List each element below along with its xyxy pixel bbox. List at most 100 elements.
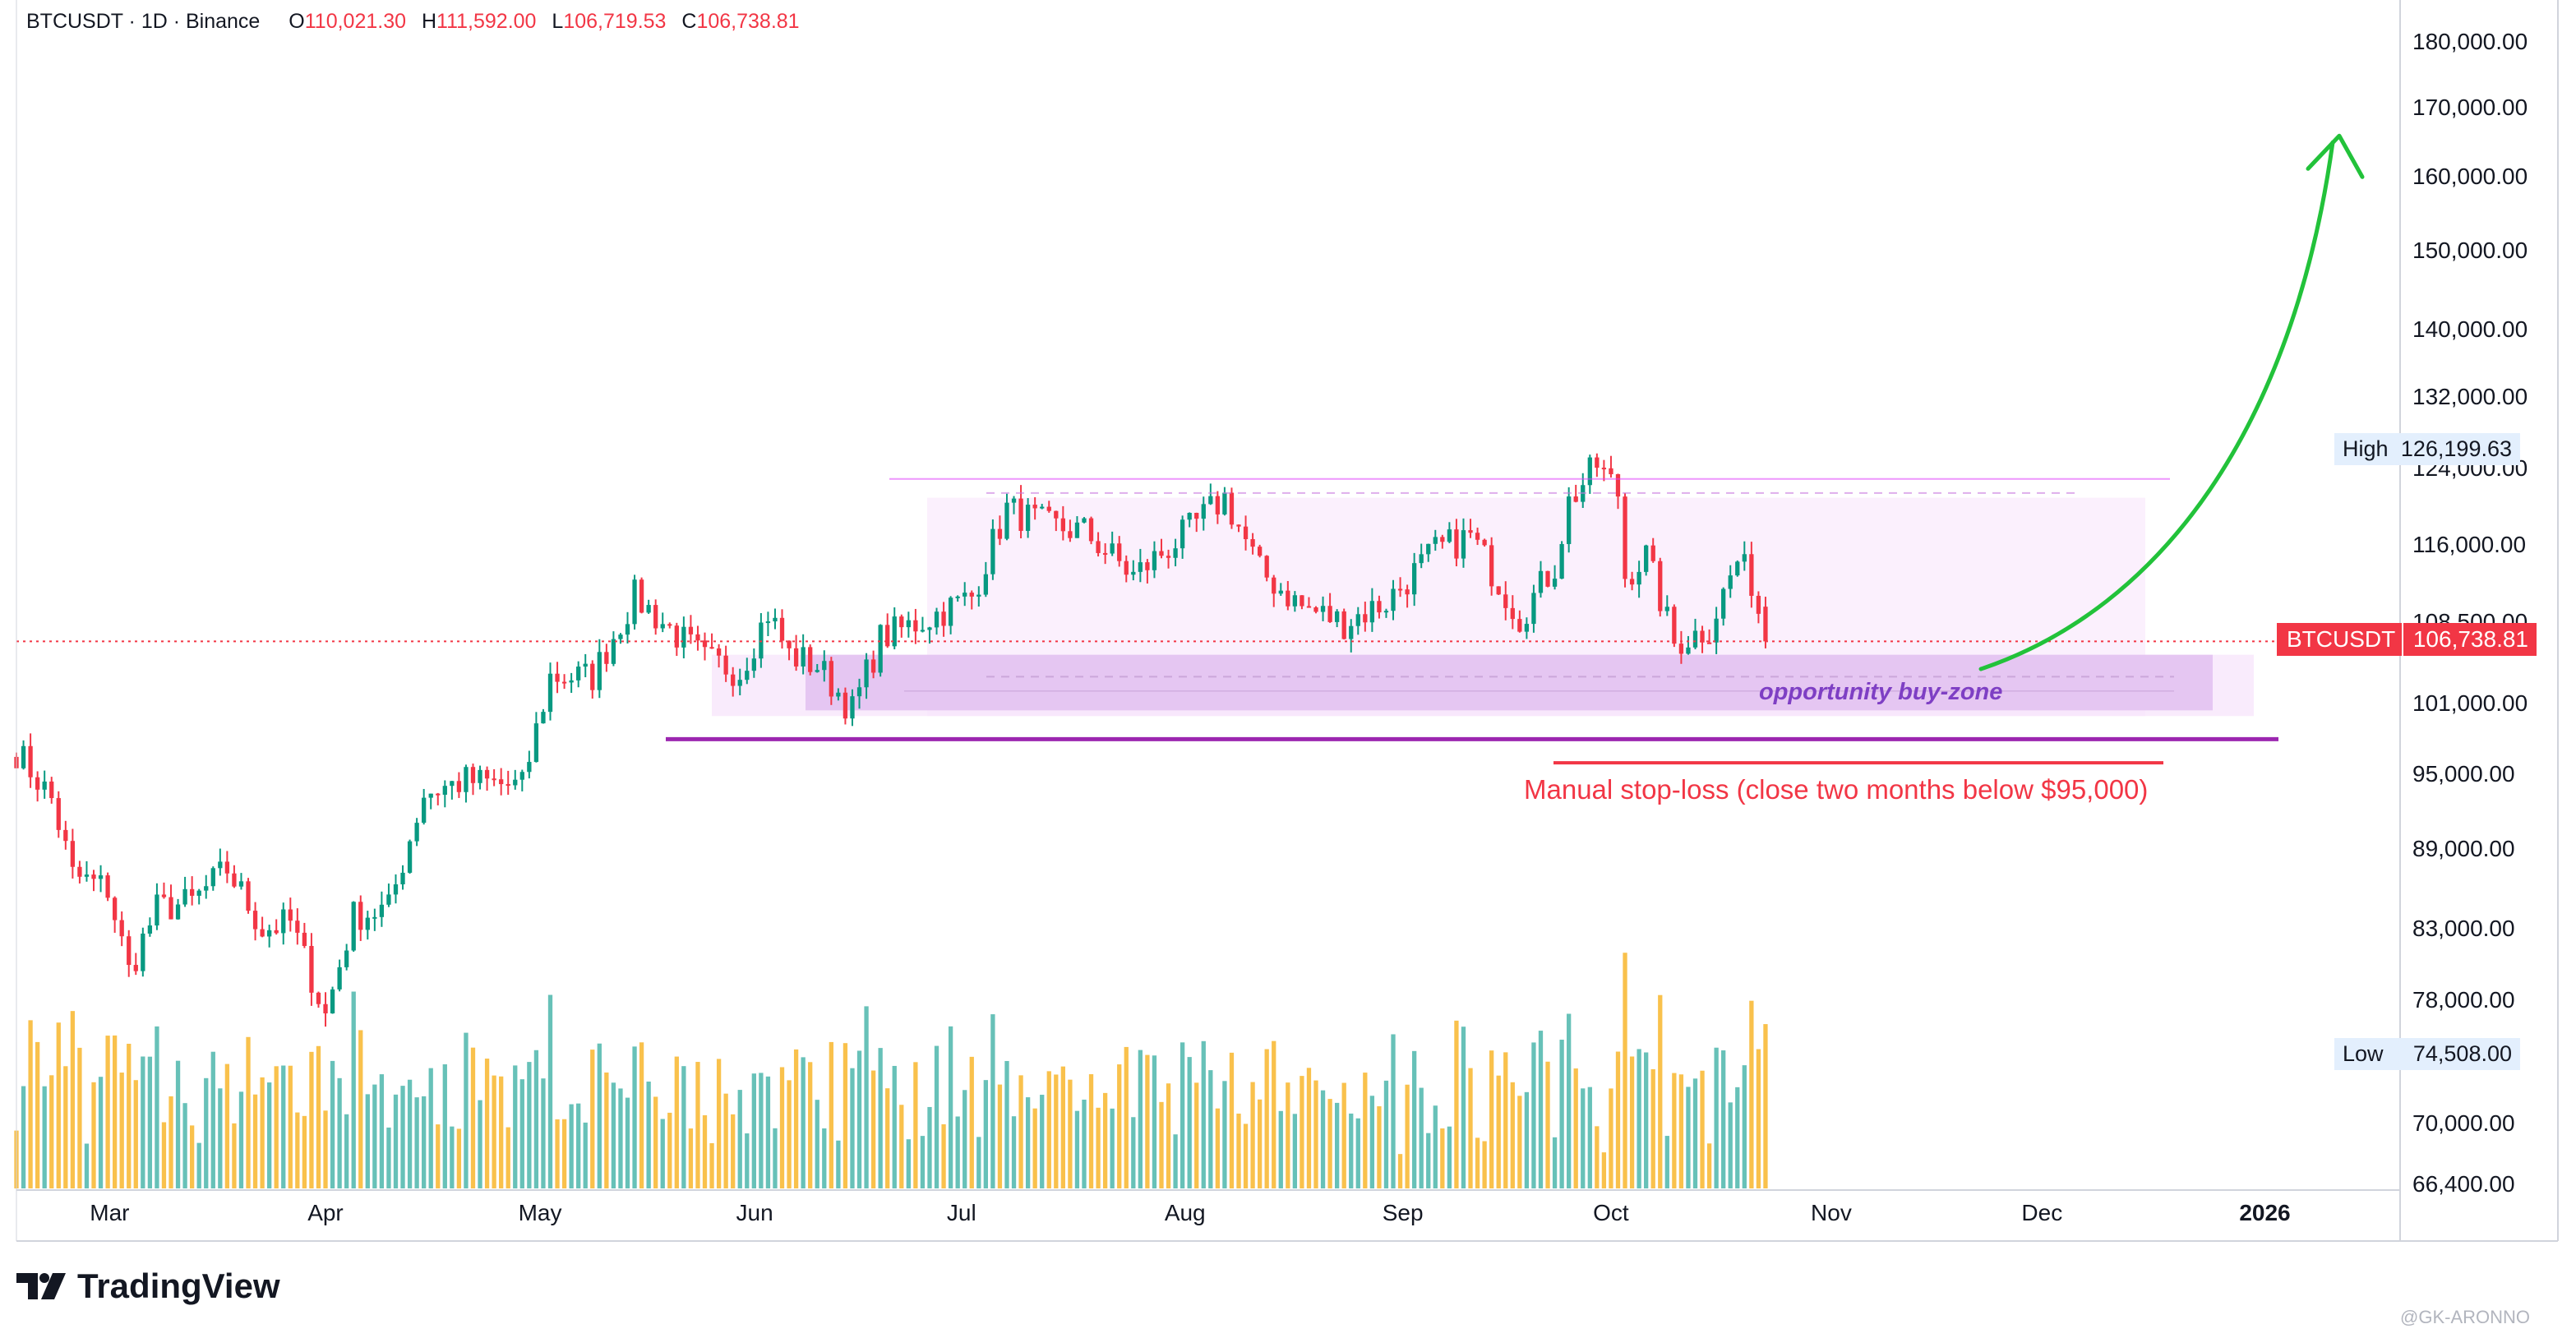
volume-bar — [1208, 1070, 1213, 1188]
candle-body — [288, 909, 293, 921]
candle-body — [1721, 588, 1726, 619]
candle-body — [1412, 563, 1417, 595]
volume-bar — [1040, 1095, 1045, 1188]
candle-body — [119, 920, 124, 937]
volume-bar — [175, 1060, 181, 1188]
candle-body — [1152, 551, 1157, 570]
volume-bar — [779, 1067, 785, 1188]
candle-body — [963, 593, 967, 597]
volume-bar — [91, 1082, 96, 1188]
volume-bar — [815, 1100, 819, 1188]
candle-body — [379, 904, 385, 917]
candle-body — [232, 873, 237, 887]
x-tick-label: Mar — [90, 1200, 130, 1225]
candle-body — [1552, 579, 1558, 587]
candle-body — [330, 989, 335, 1014]
volume-bar — [1004, 1060, 1009, 1188]
candle-body — [1110, 543, 1115, 554]
volume-bar — [105, 1036, 110, 1188]
volume-bar — [1482, 1141, 1487, 1188]
candle-body — [850, 696, 855, 719]
volume-bar — [1447, 1126, 1452, 1188]
volume-bar — [1552, 1137, 1558, 1188]
candle-body — [1046, 506, 1051, 511]
candle-body — [1334, 611, 1340, 622]
candle-body — [681, 626, 686, 648]
volume-bar — [1567, 1013, 1572, 1188]
volume-bar — [1187, 1057, 1192, 1188]
volume-bar — [976, 1137, 981, 1188]
volume-bar — [695, 1062, 700, 1188]
candle-body — [1637, 571, 1641, 585]
volume-bar — [1629, 1056, 1635, 1188]
candle-body — [1208, 496, 1213, 505]
candle-body — [1419, 554, 1424, 564]
candle-body — [1363, 614, 1368, 623]
volume-bar — [927, 1106, 932, 1188]
candle-body — [1559, 543, 1564, 579]
projection-arrowhead — [2306, 133, 2365, 179]
volume-bar — [1327, 1099, 1332, 1188]
volume-bar — [70, 1011, 76, 1188]
candle-body — [533, 723, 539, 763]
candle-body — [660, 624, 665, 629]
author-watermark: @GK-ARONNO — [2400, 1307, 2531, 1327]
candle-body — [1678, 644, 1684, 654]
volume-bar — [1581, 1088, 1586, 1188]
candle-body — [344, 950, 349, 967]
volume-bar — [653, 1096, 658, 1188]
volume-bar — [878, 1048, 883, 1188]
volume-bar — [316, 1045, 321, 1188]
candle-body — [899, 616, 904, 628]
volume-bar — [885, 1088, 890, 1188]
volume-bar — [169, 1096, 173, 1188]
candle-body — [745, 671, 750, 681]
x-tick-label: 2026 — [2239, 1200, 2291, 1225]
candle-body — [77, 866, 82, 877]
volume-bar — [1032, 1108, 1037, 1188]
candle-body — [934, 611, 939, 628]
y-tick-label: 101,000.00 — [2412, 690, 2528, 717]
volume-bar — [1419, 1087, 1424, 1188]
volume-bar — [414, 1097, 419, 1188]
volume-bar — [464, 1032, 469, 1188]
candle-body — [1405, 589, 1410, 595]
symbol-header[interactable]: BTCUSDT · 1D · Binance O110,021.30 H111,… — [26, 10, 800, 34]
volume-bar — [1440, 1128, 1445, 1188]
volume-bar — [1615, 1051, 1621, 1188]
volume-bar — [1306, 1068, 1312, 1188]
volume-bar — [969, 1056, 974, 1188]
volume-bar — [1412, 1050, 1417, 1188]
volume-bar — [1272, 1040, 1276, 1188]
y-tick-label: 78,000.00 — [2412, 986, 2515, 1013]
candle-body — [422, 797, 427, 824]
volume-bar — [1706, 1143, 1712, 1188]
x-tick-label: Apr — [307, 1200, 344, 1225]
candle-body — [1327, 606, 1332, 622]
candle-body — [787, 640, 792, 648]
volume-bar — [920, 1136, 926, 1188]
y-tick-label: 160,000.00 — [2412, 164, 2528, 190]
volume-bar — [519, 1079, 524, 1188]
candle-body — [105, 875, 110, 898]
candle-body — [1355, 614, 1360, 626]
candle-body — [590, 663, 595, 690]
volume-bar — [983, 1080, 988, 1188]
volume-bar — [386, 1127, 391, 1188]
candle-body — [210, 868, 215, 887]
close-value: 106,738.81 — [696, 10, 800, 33]
volume-bar — [583, 1122, 588, 1188]
candle-body — [224, 861, 230, 874]
candle-body — [21, 745, 26, 768]
candle-body — [1749, 554, 1754, 596]
candle-body — [470, 767, 476, 783]
volume-bar — [702, 1114, 708, 1188]
volume-bar — [963, 1090, 967, 1188]
candle-body — [400, 872, 405, 885]
tradingview-logo[interactable]: TradingView — [16, 1266, 280, 1307]
volume-bar — [1405, 1084, 1410, 1188]
volume-bar — [260, 1077, 265, 1188]
volume-bar — [1601, 1152, 1607, 1188]
y-tick-label: 89,000.00 — [2412, 835, 2515, 861]
